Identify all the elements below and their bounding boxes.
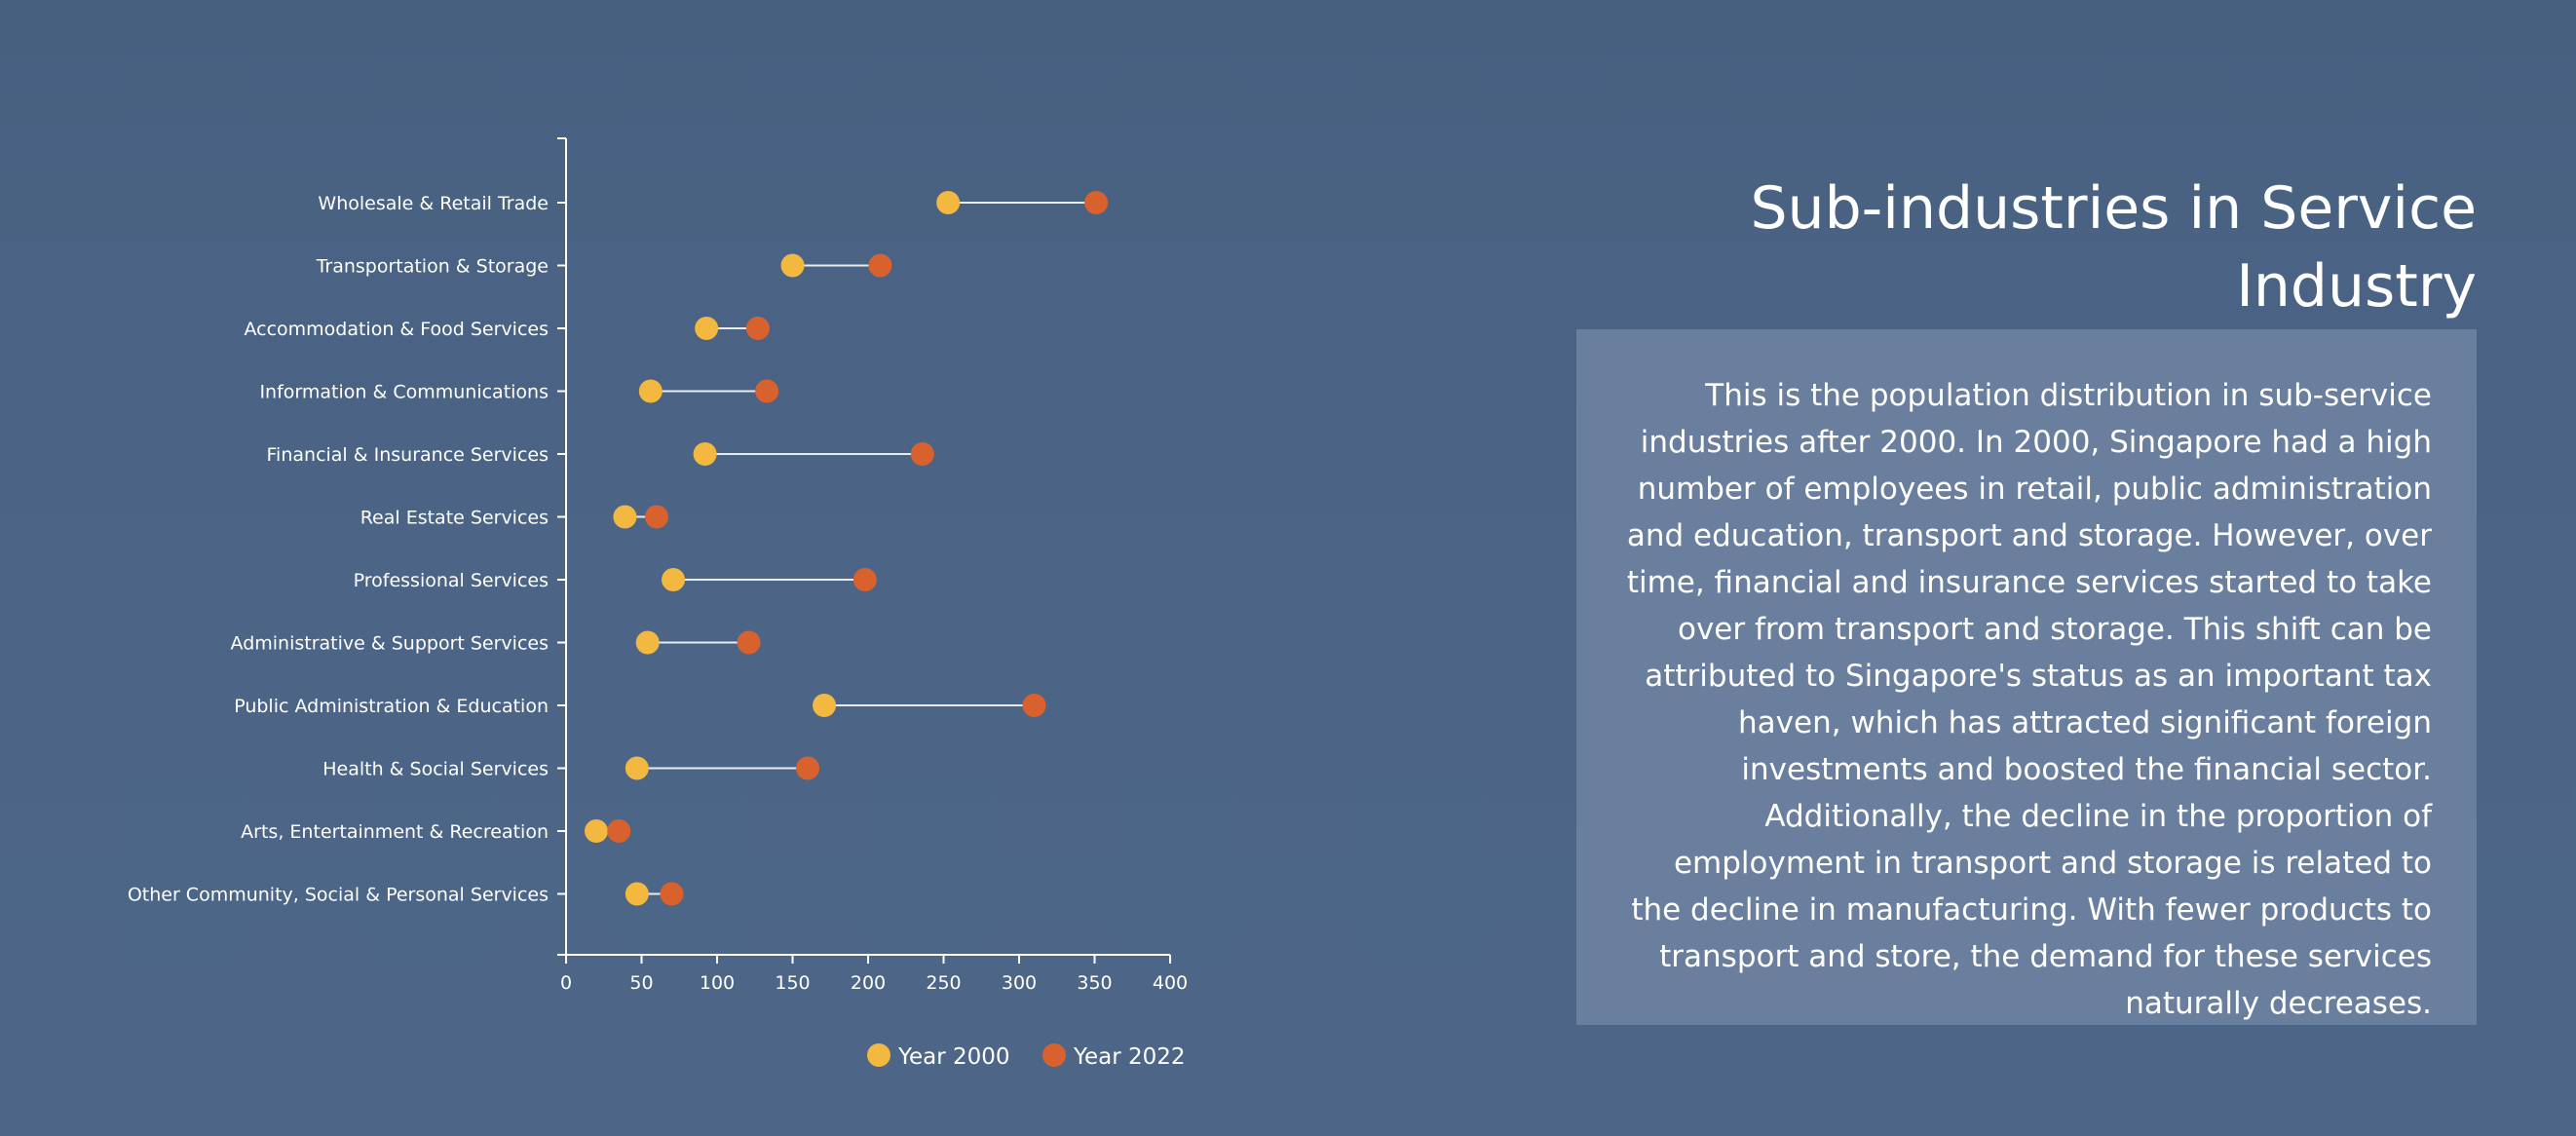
- chart-marks: [585, 191, 1109, 906]
- point-year-2022: [796, 756, 819, 780]
- point-year-2000: [813, 694, 837, 717]
- y-tick-label: Information & Communications: [259, 382, 549, 403]
- point-year-2022: [645, 505, 668, 529]
- y-tick-label: Other Community, Social & Personal Servi…: [128, 885, 549, 906]
- y-axis: Wholesale & Retail Trade Transportation &…: [128, 137, 567, 956]
- point-year-2022: [1022, 694, 1046, 717]
- y-tick-label: Professional Services: [354, 570, 549, 591]
- y-tick-label: Arts, Entertainment & Recreation: [241, 821, 549, 843]
- chart-legend: Year 2000 Year 2022: [867, 1043, 1186, 1070]
- point-year-2000: [638, 379, 663, 403]
- y-tick-label: Wholesale & Retail Trade: [318, 193, 549, 214]
- description-text: This is the population distribution in s…: [1626, 378, 2432, 1021]
- y-tick-label: Public Administration & Education: [234, 696, 549, 717]
- point-year-2000: [936, 191, 961, 214]
- y-tick-label: Transportation & Storage: [316, 256, 549, 278]
- y-tick-label: Administrative & Support Services: [231, 633, 549, 655]
- x-tick-label: 300: [1002, 972, 1037, 994]
- point-year-2022: [745, 317, 770, 340]
- point-year-2000: [635, 630, 660, 655]
- point-year-2000: [585, 819, 608, 843]
- x-tick-label: 150: [775, 972, 810, 994]
- y-tick-label: Health & Social Services: [322, 759, 549, 780]
- description-box: This is the population distribution in s…: [1576, 329, 2477, 1025]
- x-tick-label: 400: [1153, 972, 1188, 994]
- point-year-2000: [693, 442, 717, 466]
- point-year-2022: [1084, 191, 1109, 214]
- point-year-2000: [780, 253, 805, 278]
- y-tick-label: Financial & Insurance Services: [267, 444, 549, 466]
- x-tick-label: 50: [629, 972, 653, 994]
- point-year-2022: [737, 630, 761, 655]
- y-tick-label: Real Estate Services: [360, 508, 549, 529]
- x-tick-label: 250: [926, 972, 961, 994]
- x-tick-label: 350: [1077, 972, 1112, 994]
- legend-swatch: [867, 1043, 890, 1067]
- legend-swatch: [1042, 1043, 1066, 1067]
- point-year-2000: [625, 882, 649, 906]
- legend-label: Year 2000: [897, 1044, 1010, 1070]
- point-year-2022: [755, 379, 779, 403]
- x-tick-label: 0: [560, 972, 572, 994]
- x-tick-label: 100: [700, 972, 735, 994]
- point-year-2022: [868, 253, 892, 278]
- point-year-2000: [695, 317, 719, 340]
- point-year-2000: [662, 568, 686, 591]
- page-title: Sub-industries in Service Industry: [1750, 174, 2477, 321]
- point-year-2000: [613, 505, 637, 529]
- x-tick-label: 200: [851, 972, 886, 994]
- point-year-2022: [852, 568, 877, 591]
- point-year-2000: [625, 756, 649, 780]
- y-tick-label: Accommodation & Food Services: [244, 319, 549, 340]
- point-year-2022: [910, 442, 934, 466]
- point-year-2022: [607, 819, 631, 843]
- point-year-2022: [660, 882, 684, 906]
- dumbbell-chart: Wholesale & Retail Trade Transportation &…: [128, 137, 1188, 1070]
- x-axis: 0 50 100 150 200 250 300 350 400: [560, 954, 1188, 994]
- legend-label: Year 2022: [1073, 1044, 1186, 1070]
